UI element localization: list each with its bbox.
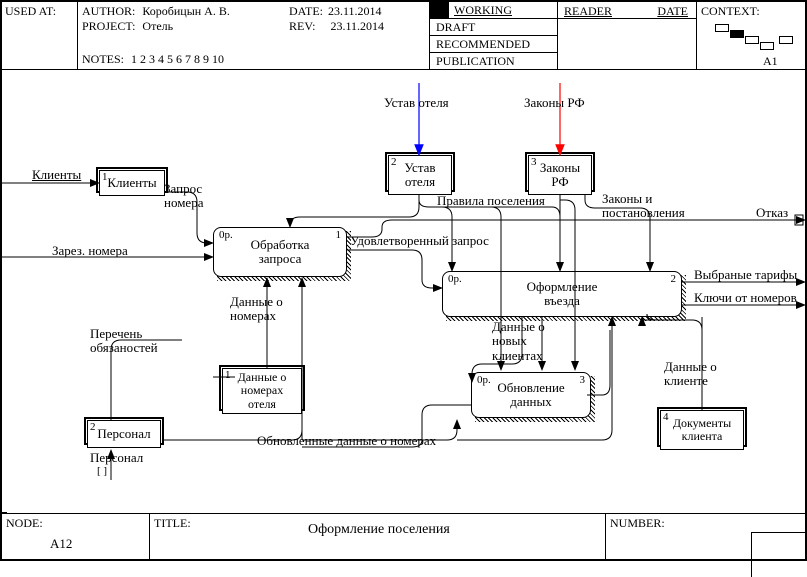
flow-charter-top: Устав отеля <box>384 96 449 110</box>
date2-label: DATE <box>657 4 688 19</box>
reader-label: READER <box>564 4 612 19</box>
status-draft: DRAFT <box>430 19 557 36</box>
project-value: Отель <box>142 19 173 33</box>
flow-tariffs: Выбраные тарифы <box>694 268 797 282</box>
hdr-col-context: CONTEXT: A1 <box>697 2 805 70</box>
extref-charter-label: Устав отеля <box>388 155 452 195</box>
notes-label: NOTES: <box>82 52 124 66</box>
hdr-col-usedat: USED AT: <box>2 2 78 70</box>
flow-laws-top: Законы РФ <box>524 96 585 110</box>
extref-rooms-label: Данные о номерах отеля <box>222 368 302 414</box>
hdr-col-author: AUTHOR: Коробицын А. В. PROJECT: Отель D… <box>78 2 430 70</box>
flow-room-data: Данные о номерах <box>230 295 283 324</box>
flow-client-data: Данные о клиенте <box>664 360 717 389</box>
date-value: 23.11.2014 <box>328 4 382 18</box>
extref-rooms: 1 Данные о номерах отеля <box>222 368 302 414</box>
footer-number-cell: NUMBER: <box>606 514 805 559</box>
flow-request-room: Запрос номера <box>164 182 203 211</box>
flow-rules: Правила поселения <box>437 194 545 208</box>
flow-reserved: Зарез. номера <box>52 244 128 258</box>
hdr-col-reader: READER DATE <box>558 2 697 70</box>
author-label: AUTHOR: <box>82 4 135 18</box>
flow-clients-in: Клиенты <box>32 168 81 182</box>
footer-node-cell: NODE: A12 <box>2 514 150 559</box>
used-at-label: USED AT: <box>5 4 56 19</box>
status-recommended: RECOMMENDED <box>430 36 557 53</box>
flow-refusal: Отказ <box>756 206 788 220</box>
rev-value: 23.11.2014 <box>330 19 384 33</box>
author-value: Коробицын А. В. <box>142 4 230 18</box>
footer-title-value: Оформление поселения <box>308 522 450 538</box>
flow-keys: Ключи от номеров <box>694 291 797 305</box>
footer-number-label: NUMBER: <box>610 516 665 531</box>
footer-title-cell: TITLE: Оформление поселения <box>150 514 606 559</box>
status-working: WORKING <box>430 2 557 19</box>
hdr-col-status: WORKING DRAFT RECOMMENDED PUBLICATION <box>430 2 558 70</box>
extref-clients-label: Клиенты <box>99 170 165 196</box>
flow-updated-rooms: Обновленные данные о номерах <box>257 434 436 448</box>
flow-laws-reg: Законы и постановления <box>602 192 685 221</box>
footer-title-label: TITLE: <box>154 516 191 531</box>
footer-node-label: NODE: <box>6 516 43 531</box>
extref-personnel: 2 Персонал <box>87 420 161 448</box>
context-id: A1 <box>763 54 778 69</box>
date-label: DATE: <box>289 4 323 18</box>
project-label: PROJECT: <box>82 19 135 33</box>
extref-docs: 4 Документы клиента <box>660 410 744 450</box>
context-label: CONTEXT: <box>701 4 760 19</box>
flow-duties: Перечень обязаностей <box>90 327 158 356</box>
diagram-canvas: 1 Клиенты 2 Устав отеля 3 Законы РФ 0р. … <box>2 70 805 513</box>
footer-node-value: A12 <box>50 536 72 552</box>
header-band: USED AT: AUTHOR: Коробицын А. В. PROJECT… <box>2 2 805 70</box>
status-publication: PUBLICATION <box>430 53 557 70</box>
flow-new-clients: Данные о новых клиентах <box>492 320 545 363</box>
extref-charter: 2 Устав отеля <box>388 155 452 195</box>
idef0-diagram-frame: USED AT: AUTHOR: Коробицын А. В. PROJECT… <box>0 0 807 561</box>
rev-label: REV: <box>289 19 315 33</box>
extref-docs-label: Документы клиента <box>660 410 744 450</box>
footer-band: NODE: A12 TITLE: Оформление поселения NU… <box>2 513 805 559</box>
extref-personnel-label: Персонал <box>87 420 161 448</box>
flow-approved: Удовлетворенный запрос <box>350 234 489 248</box>
extref-laws: 3 Законы РФ <box>528 155 592 195</box>
notes-value: 1 2 3 4 5 6 7 8 9 10 <box>131 52 224 66</box>
flow-personnel-in: Персонал <box>90 451 143 465</box>
extref-laws-label: Законы РФ <box>528 155 592 195</box>
extref-clients: 1 Клиенты <box>99 170 165 196</box>
